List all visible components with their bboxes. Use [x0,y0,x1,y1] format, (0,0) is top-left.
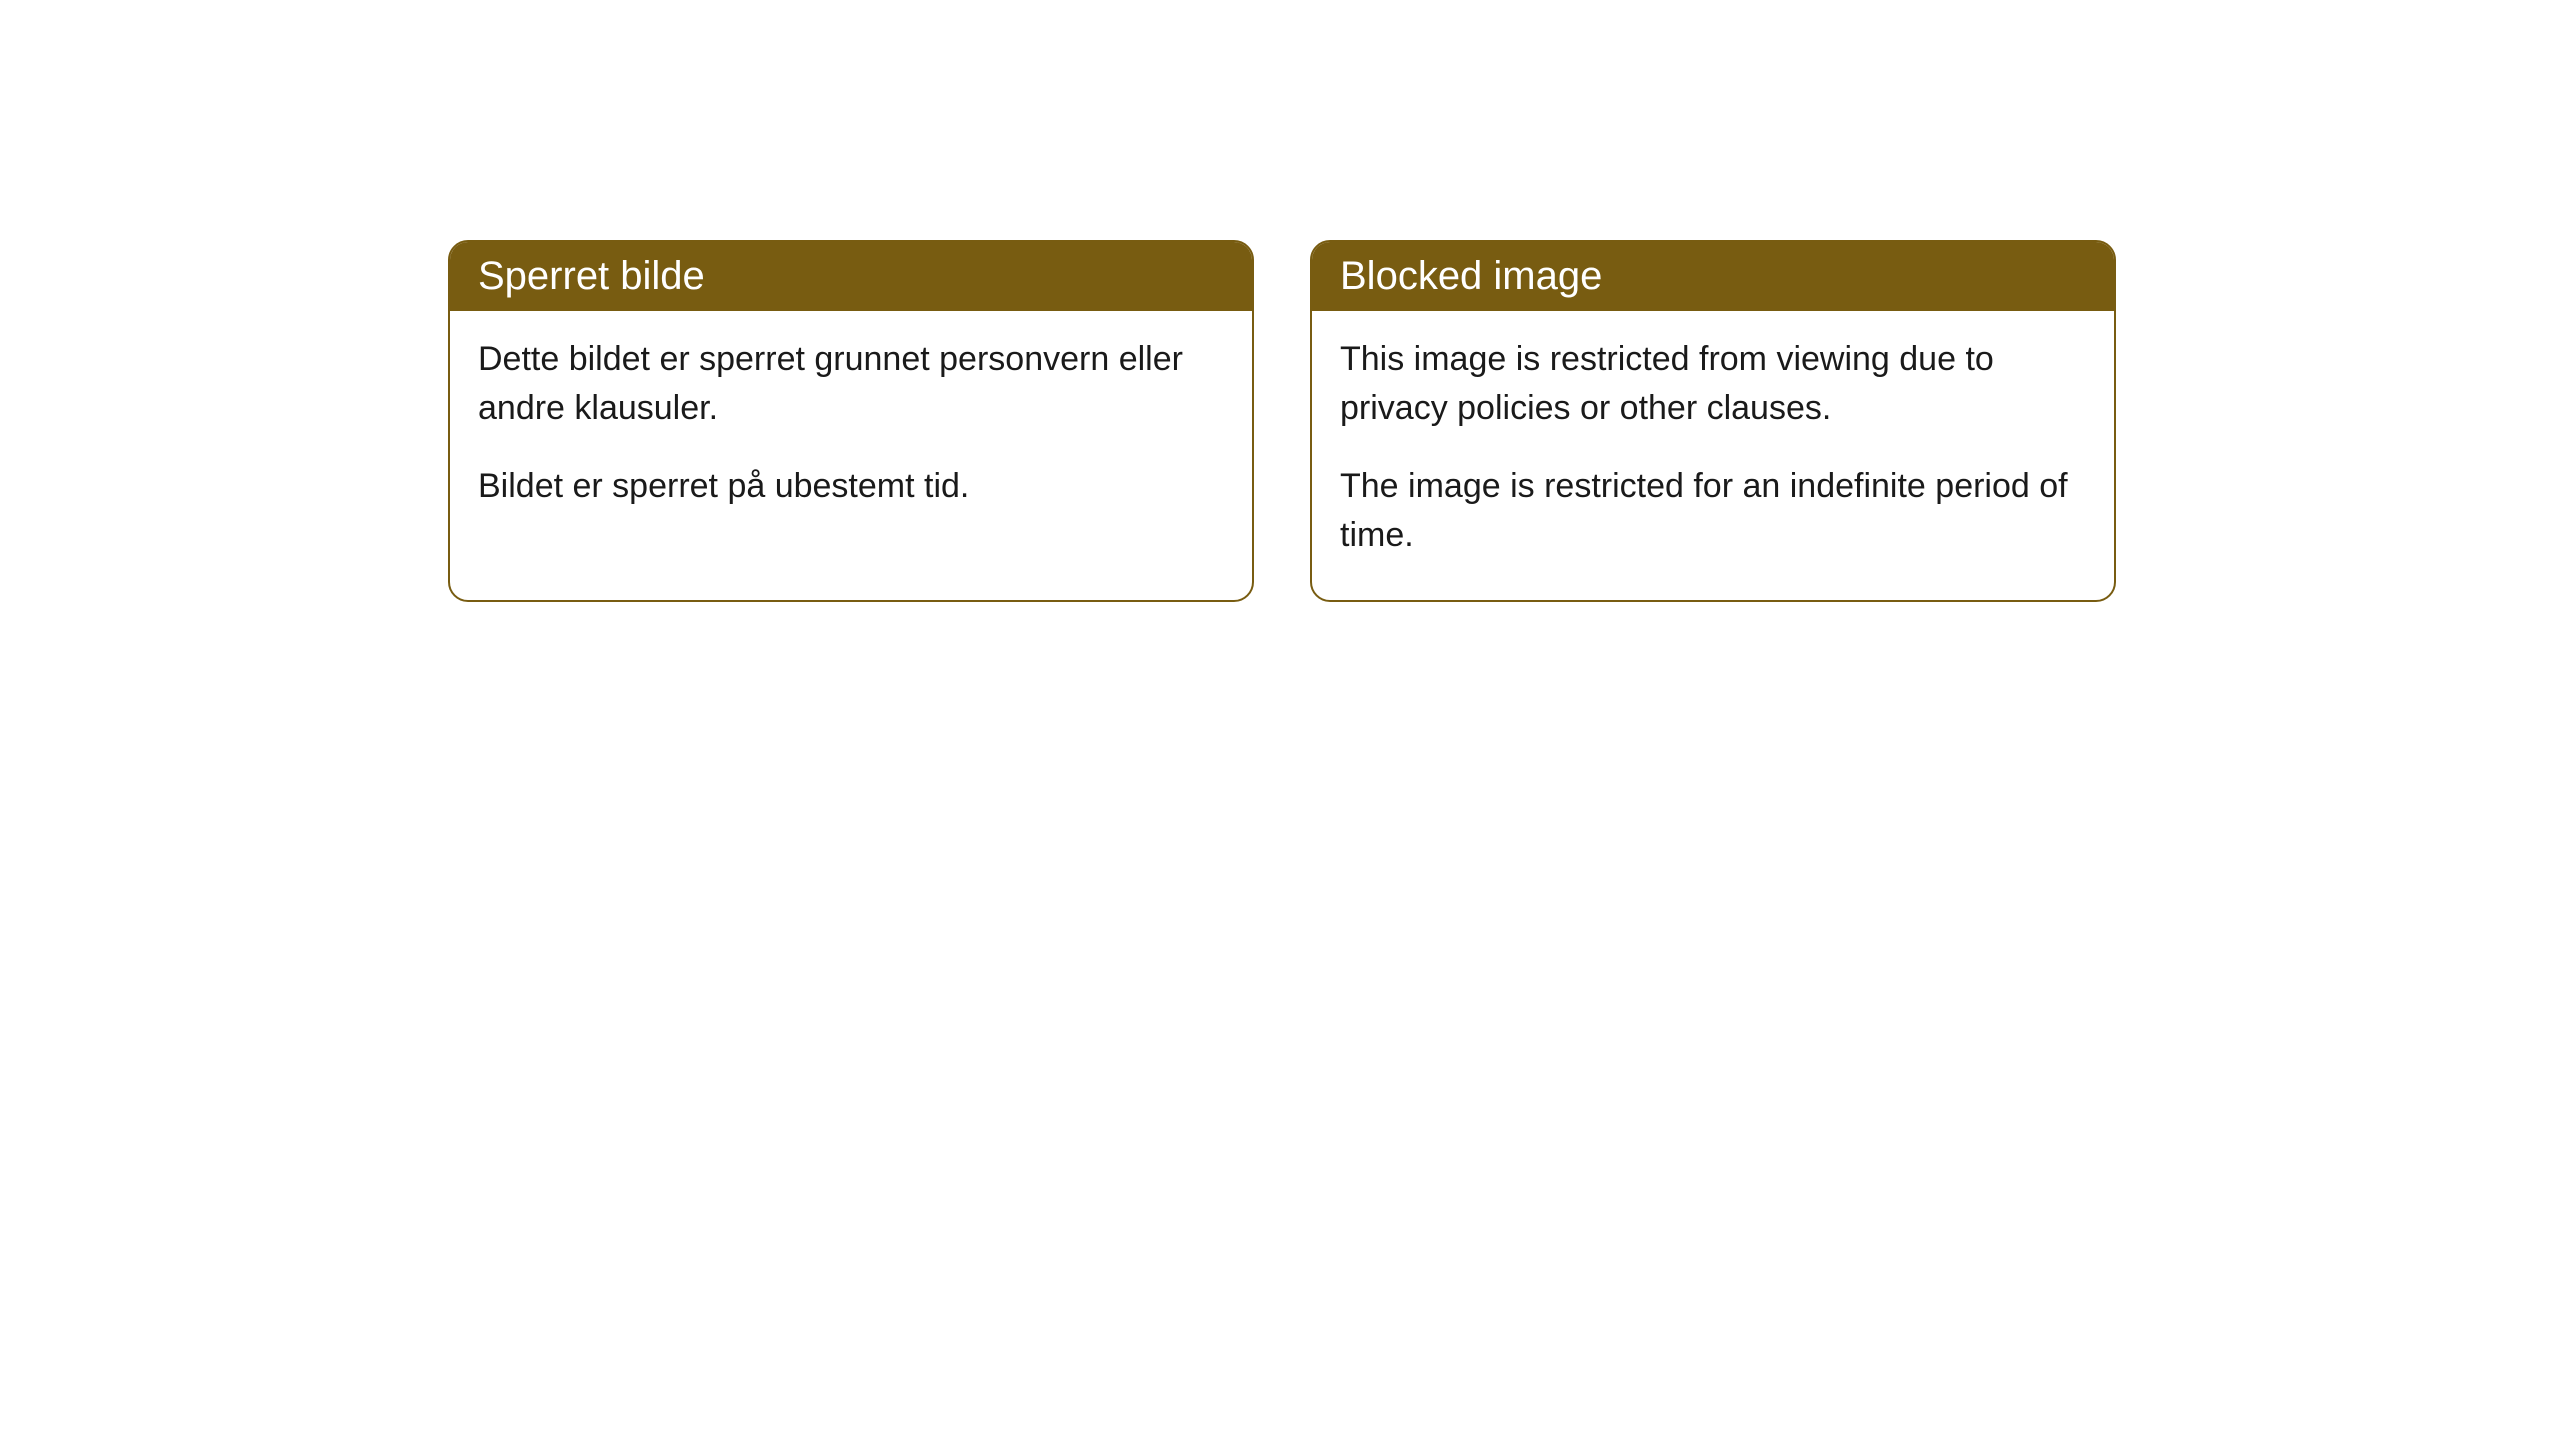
card-body: Dette bildet er sperret grunnet personve… [450,311,1252,551]
card-title: Sperret bilde [478,254,705,298]
card-header: Blocked image [1312,242,2114,311]
card-paragraph: Bildet er sperret på ubestemt tid. [478,462,1224,511]
notice-cards-container: Sperret bilde Dette bildet er sperret gr… [0,0,2560,602]
card-body: This image is restricted from viewing du… [1312,311,2114,600]
card-title: Blocked image [1340,254,1602,298]
blocked-image-card-english: Blocked image This image is restricted f… [1310,240,2116,602]
card-header: Sperret bilde [450,242,1252,311]
card-paragraph: Dette bildet er sperret grunnet personve… [478,335,1224,434]
card-paragraph: The image is restricted for an indefinit… [1340,462,2086,561]
blocked-image-card-norwegian: Sperret bilde Dette bildet er sperret gr… [448,240,1254,602]
card-paragraph: This image is restricted from viewing du… [1340,335,2086,434]
